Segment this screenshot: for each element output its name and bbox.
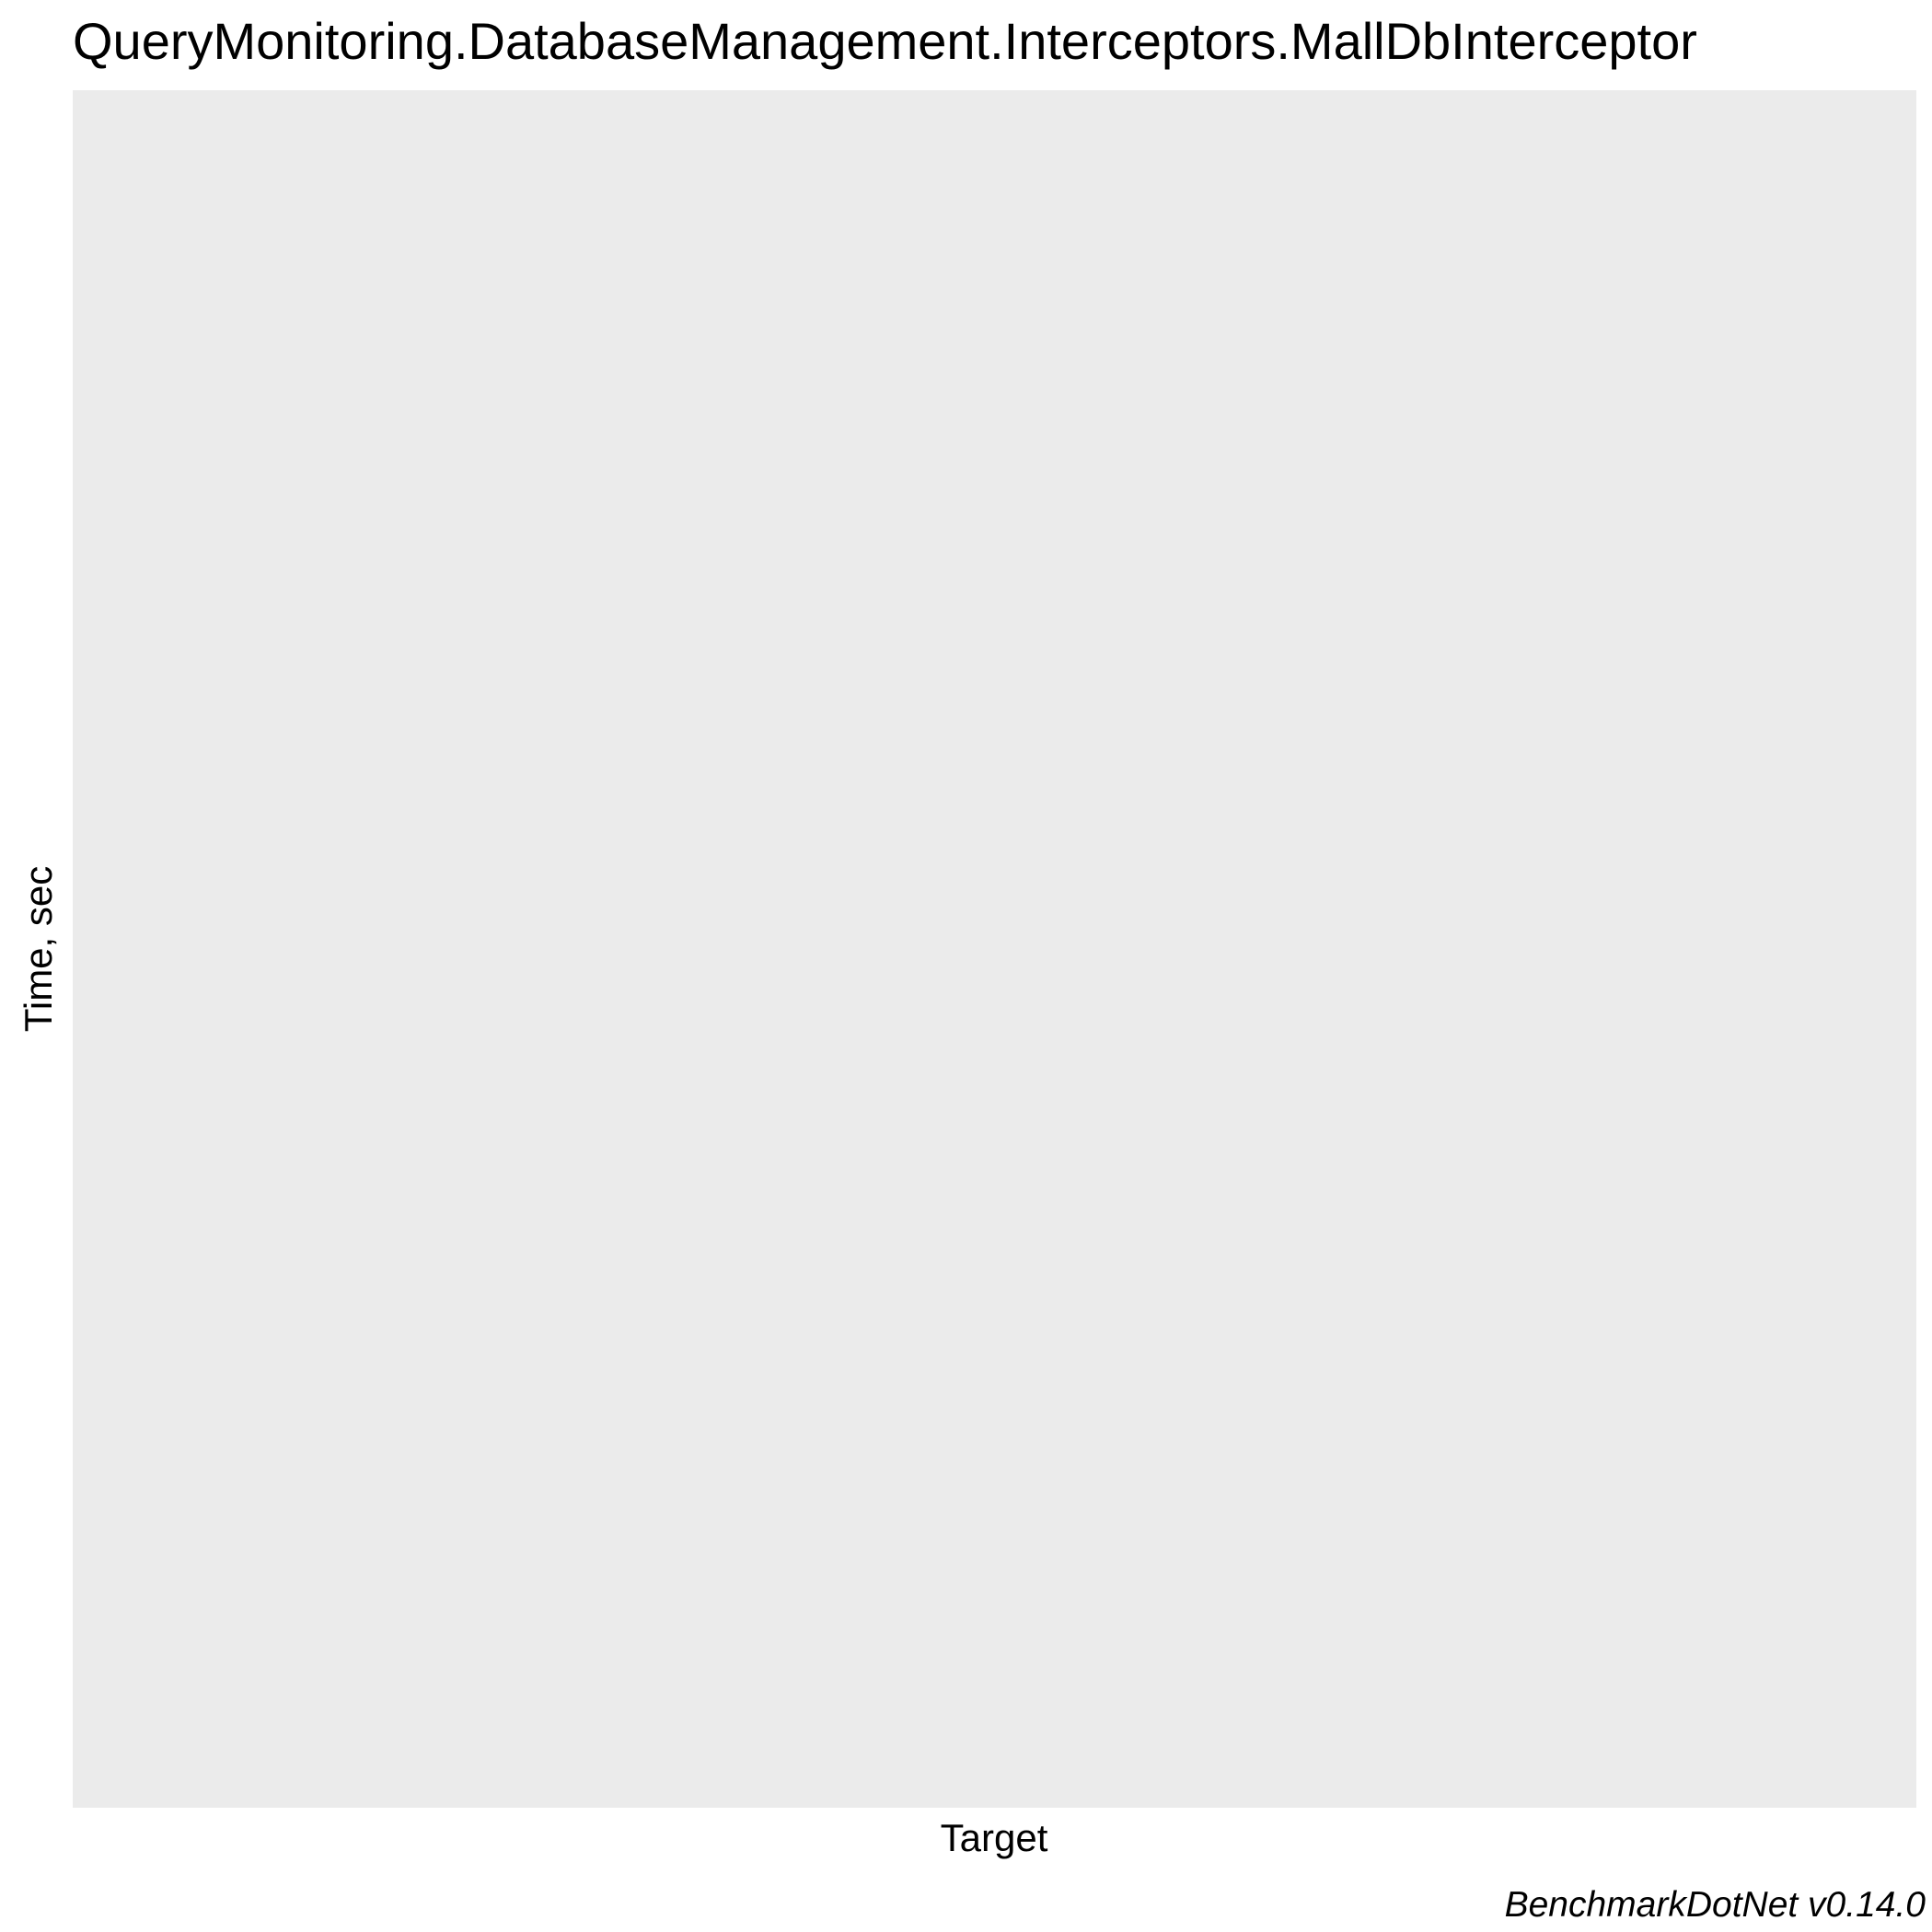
chart-title: QueryMonitoring.DatabaseManagement.Inter… <box>73 12 1697 70</box>
y-axis-label: Time, sec <box>17 865 60 1033</box>
plot-panel <box>73 90 1916 1808</box>
chart-caption: BenchmarkDotNet v0.14.0 <box>1504 1885 1926 1925</box>
x-axis-label: Target <box>940 1816 1048 1859</box>
